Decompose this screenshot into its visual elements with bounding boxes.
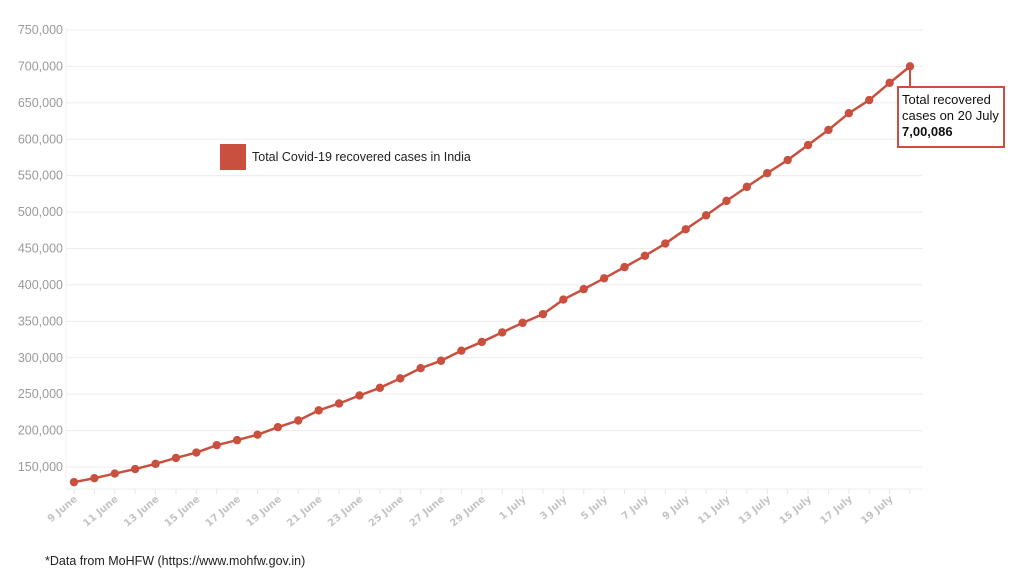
- x-tick-label: 3 July: [538, 494, 569, 523]
- y-tick-label: 300,000: [18, 351, 63, 365]
- y-tick-label: 650,000: [18, 96, 63, 110]
- y-tick-label: 150,000: [18, 460, 63, 474]
- x-tick-label: 11 July: [696, 494, 733, 527]
- data-point[interactable]: [722, 196, 731, 206]
- y-tick-label: 250,000: [18, 387, 63, 401]
- data-point[interactable]: [273, 422, 283, 432]
- data-point[interactable]: [253, 430, 262, 439]
- x-tick-label: 17 June: [204, 494, 244, 530]
- data-point[interactable]: [742, 182, 752, 192]
- data-point[interactable]: [375, 383, 385, 393]
- data-point[interactable]: [803, 140, 813, 150]
- data-point[interactable]: [640, 251, 650, 261]
- legend-swatch: [220, 144, 246, 170]
- x-tick-label: 25 June: [367, 494, 407, 530]
- legend-label: Total Covid-19 recovered cases in India: [252, 150, 471, 164]
- data-point[interactable]: [171, 453, 181, 463]
- x-tick-label: 19 July: [859, 494, 896, 527]
- data-point[interactable]: [151, 459, 160, 469]
- y-tick-label: 450,000: [18, 242, 63, 256]
- callout-annotation: Total recovered cases on 20 July 7,00,08…: [897, 86, 1005, 148]
- x-tick-label: 13 July: [737, 494, 774, 527]
- y-tick-label: 500,000: [18, 205, 63, 219]
- data-point[interactable]: [294, 416, 303, 425]
- data-point[interactable]: [396, 374, 405, 383]
- data-point[interactable]: [355, 391, 364, 400]
- x-tick-label: 13 June: [122, 494, 162, 530]
- data-point[interactable]: [334, 399, 344, 408]
- series-line: [73, 65, 911, 484]
- data-series: [69, 62, 915, 487]
- y-tick-label: 550,000: [18, 169, 63, 183]
- data-point[interactable]: [314, 406, 323, 415]
- annotation-line1: Total recovered: [902, 92, 991, 107]
- data-point[interactable]: [885, 78, 894, 88]
- annotation-line2: cases on 20 July: [902, 108, 999, 123]
- x-tick-label: 29 June: [448, 494, 488, 530]
- x-tick-label: 19 June: [244, 494, 284, 530]
- source-note: *Data from MoHFW (https://www.mohfw.gov.…: [45, 554, 306, 568]
- data-point[interactable]: [90, 473, 99, 483]
- x-tick-label: 9 July: [661, 494, 692, 523]
- x-tick-label: 7 July: [620, 494, 651, 523]
- data-point[interactable]: [763, 168, 772, 178]
- data-point[interactable]: [130, 464, 140, 474]
- data-point[interactable]: [661, 239, 670, 248]
- x-tick-label: 15 July: [778, 494, 815, 527]
- y-axis: 150,000 200,000 250,000 300,000 350,000 400,0…: [18, 23, 63, 474]
- data-point[interactable]: [701, 211, 711, 220]
- data-point[interactable]: [599, 274, 609, 283]
- y-tick-label: 350,000: [18, 314, 63, 328]
- data-point[interactable]: [538, 309, 548, 319]
- x-tick-label: 9 June: [46, 494, 80, 525]
- x-tick-label: 27 June: [408, 494, 448, 530]
- data-point[interactable]: [110, 469, 119, 478]
- x-tick-label: 17 July: [818, 494, 855, 527]
- x-tick-label: 21 June: [285, 494, 325, 530]
- data-point[interactable]: [69, 477, 79, 487]
- data-point[interactable]: [436, 356, 446, 365]
- data-point[interactable]: [579, 284, 588, 294]
- data-point[interactable]: [518, 318, 527, 328]
- y-tick-label: 750,000: [18, 23, 63, 37]
- data-point[interactable]: [232, 435, 242, 445]
- data-point[interactable]: [497, 328, 507, 337]
- x-tick-label: 23 June: [326, 494, 366, 530]
- data-point[interactable]: [824, 125, 833, 135]
- y-tick-label: 200,000: [18, 424, 63, 438]
- data-point[interactable]: [477, 337, 487, 347]
- y-tick-label: 600,000: [18, 132, 63, 146]
- data-point[interactable]: [212, 440, 221, 450]
- y-tick-label: 700,000: [18, 59, 63, 73]
- data-point[interactable]: [457, 346, 466, 355]
- annotation-value: 7,00,086: [902, 124, 953, 139]
- data-point[interactable]: [620, 262, 629, 272]
- grid-lines: [65, 28, 922, 490]
- y-tick-label: 400,000: [18, 278, 63, 292]
- data-point[interactable]: [783, 155, 792, 165]
- data-point[interactable]: [192, 448, 201, 457]
- x-axis: 9 June 11 June 13 June 15 June 17 June 19 Jun…: [46, 489, 911, 530]
- data-point[interactable]: [559, 295, 568, 304]
- legend: Total Covid-19 recovered cases in India: [220, 144, 471, 170]
- x-tick-label: 1 July: [498, 494, 529, 523]
- data-point[interactable]: [681, 225, 690, 234]
- data-point[interactable]: [865, 95, 874, 105]
- x-tick-label: 11 June: [81, 494, 121, 530]
- x-tick-label: 5 July: [579, 494, 610, 523]
- data-point[interactable]: [416, 364, 425, 373]
- x-tick-label: 15 June: [163, 494, 203, 530]
- data-point[interactable]: [844, 109, 854, 118]
